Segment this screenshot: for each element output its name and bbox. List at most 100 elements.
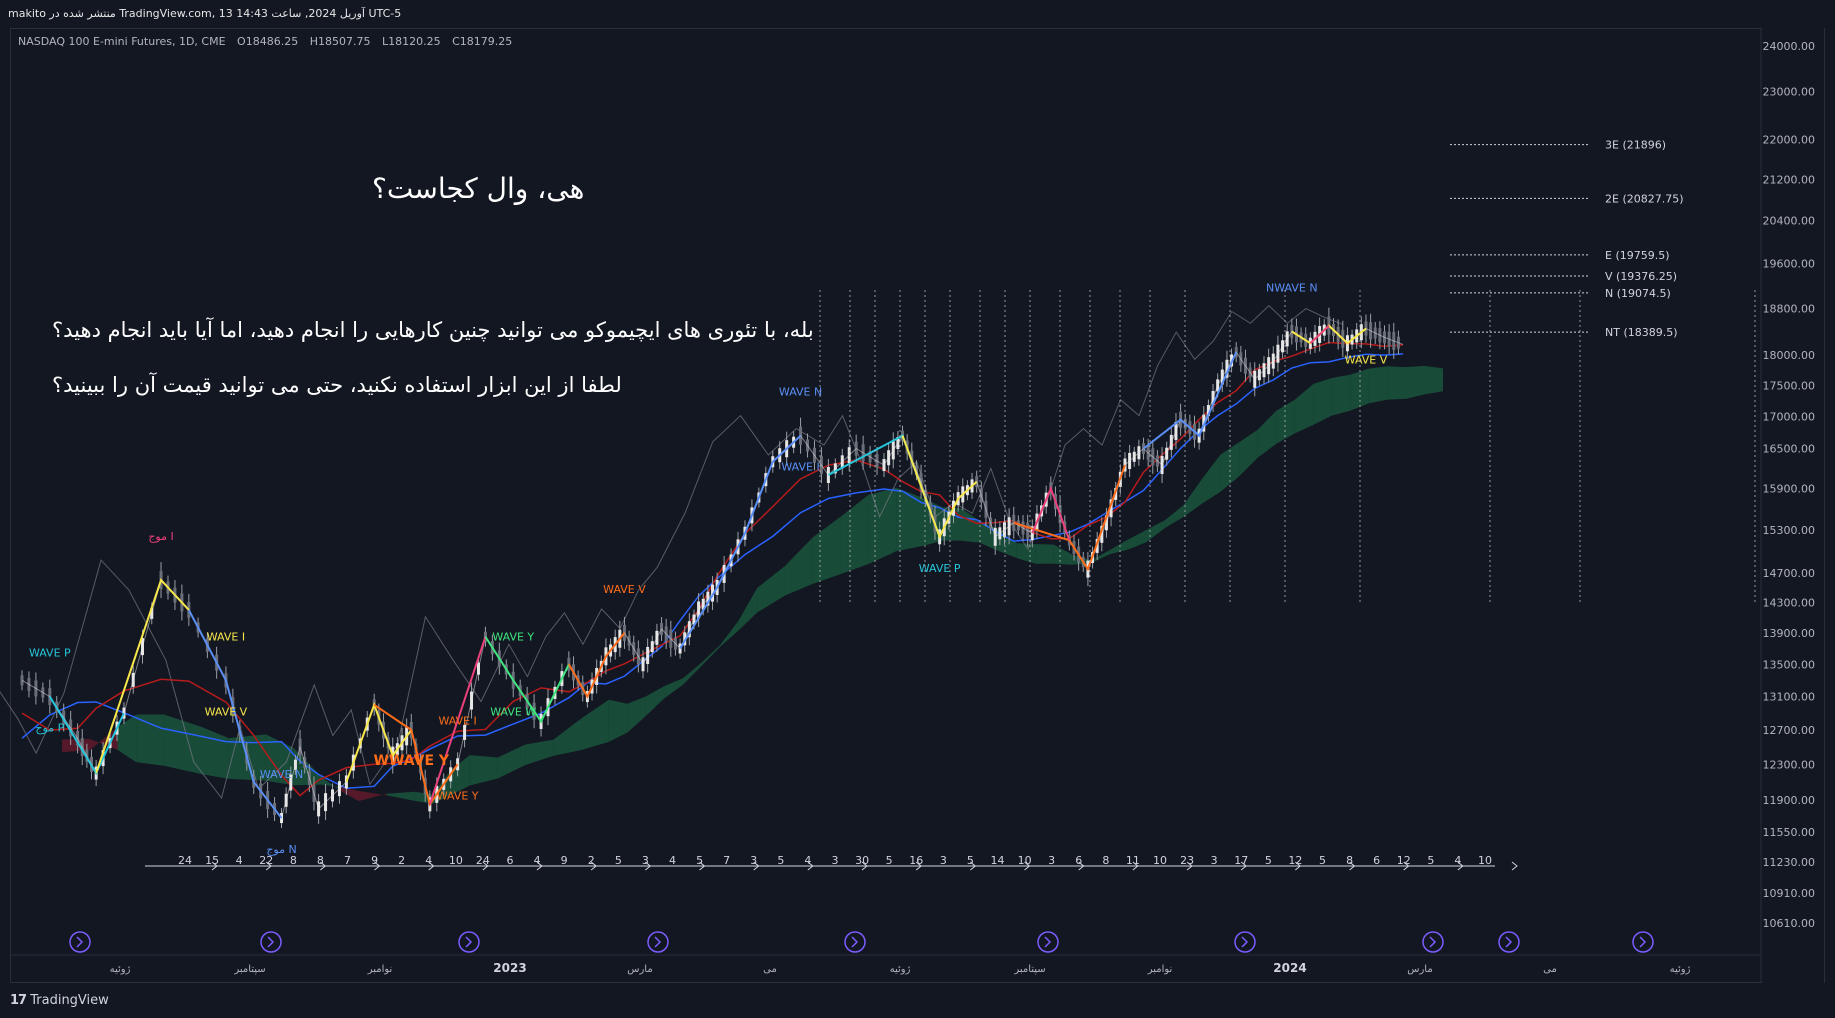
chart-pane[interactable] [10,28,1825,983]
cycle-count-label: 4 [534,854,541,867]
y-tick-label: 16500.00 [1763,443,1816,456]
wave-label: WWAVE Y [374,753,450,769]
event-arrow-icon [1429,936,1437,948]
cycle-count-label: 23 [1180,854,1194,867]
cycle-count-label: 9 [561,854,568,867]
y-tick-label: 20400.00 [1763,215,1816,228]
overlay-line-2: لطفا از این ابزار استفاده نکنید، حتی می … [52,373,622,397]
y-tick-label: 19600.00 [1763,258,1816,271]
ichimoku-cloud-segment [812,516,841,584]
ichimoku-cloud-segment [961,508,980,543]
ichimoku-cloud-segment [469,755,498,786]
cycle-count-label: 3 [832,854,839,867]
event-marker-icon [1037,931,1059,953]
ichimoku-cloud-segment [89,726,118,751]
cycle-count-label: 6 [1373,854,1380,867]
wave-label: NWAVE N [1266,282,1318,295]
ichimoku-cloud-segment [1035,544,1054,564]
ichimoku-cloud-segment [720,620,739,647]
ichimoku-cloud-segment [1164,505,1184,528]
ichimoku-cloud-segment [1202,454,1221,504]
ichimoku-cloud-segment [1016,543,1036,564]
ichimoku-cloud-segment [1127,529,1147,550]
wave-label: WAVE V [205,705,248,718]
wave-zigzag [901,435,978,540]
event-arrow-icon [654,936,662,948]
cycle-count-label: 3 [750,854,757,867]
chevron-right-icon [915,861,922,871]
ichimoku-cloud-segment [358,790,387,802]
cycle-count-label: 5 [777,854,784,867]
wave-label: موج P [35,722,64,735]
chevron-right-icon [861,861,868,871]
event-arrow-icon [1241,936,1249,948]
ichimoku-cloud-segment [1424,365,1444,395]
tenkan-line [21,341,1404,797]
symbol-legend: NASDAQ 100 E-mini Futures, 1D, CME O1848… [18,35,512,48]
cycle-count-label: 12 [1288,854,1302,867]
x-tick-label: می [1543,964,1557,975]
ichimoku-cloud-segment [1257,410,1277,458]
symbol-name: NASDAQ 100 E-mini Futures, 1D, CME [18,35,226,48]
y-tick-label: 13500.00 [1763,658,1816,671]
cycle-count-label: 8 [290,854,297,867]
event-arrow-icon [1639,936,1647,948]
wave-label: WAVE Y [437,789,479,802]
y-tick-label: 18000.00 [1763,349,1816,362]
x-tick-label: سپتامبر [233,964,265,975]
cycle-count-label: 8 [317,854,324,867]
ichimoku-cloud-segment [683,662,702,685]
cycle-count-label: 10 [449,854,463,867]
reference-level-label: N (19074.5) [1605,287,1671,300]
reference-level-label: E (19759.5) [1605,249,1670,262]
wave-zigzag [484,636,570,724]
chevron-right-icon [428,861,435,871]
chevron-right-icon [1186,861,1193,871]
cycle-count-label: 6 [1075,854,1082,867]
chevron-right-icon [645,861,652,871]
ichimoku-cloud-segment [868,487,897,565]
brand-label: TradingView [30,993,109,1008]
y-tick-label: 15300.00 [1763,524,1816,537]
tradingview-logo[interactable]: 17 TradingView [10,993,109,1008]
y-tick-label: 11550.00 [1763,826,1816,839]
cycle-count-label: 4 [669,854,676,867]
chevron-right-icon [1349,861,1356,871]
chevron-right-icon [1511,861,1518,871]
ichimoku-cloud-segment [1053,544,1073,565]
cycle-count-label: 14 [991,854,1005,867]
chevron-right-icon [1132,861,1139,871]
cycle-count-label: 5 [1427,854,1434,867]
chevron-right-icon [320,861,327,871]
wave-label: WAVE P [29,647,71,660]
event-marker-icon [1498,931,1520,953]
ichimoku-cloud-segment [1387,366,1406,400]
ichimoku-cloud-segment [497,744,526,779]
event-arrow-icon [1505,936,1513,948]
y-tick-label: 21200.00 [1763,173,1816,186]
event-marker-icon [647,931,669,953]
x-tick-label: سپتامبر [1013,964,1045,975]
chevron-right-icon [1024,861,1031,871]
x-tick-label: نوامبر [1147,964,1173,975]
ichimoku-cloud-segment [553,718,582,756]
chevron-right-icon [807,861,814,871]
cycle-count-label: 5 [886,854,893,867]
cycle-count-label: 7 [723,854,730,867]
cycle-count-label: 17 [1234,854,1248,867]
chevron-right-icon [374,861,381,871]
cycle-count-label: 4 [236,854,243,867]
y-tick-label: 12700.00 [1763,724,1816,737]
chevron-right-icon [753,861,760,871]
ichimoku-cloud-segment [321,776,341,791]
ichimoku-cloud-segment [608,699,628,742]
ichimoku-cloud-segment [1109,539,1128,555]
cycle-count-label: 3 [1211,854,1218,867]
cycle-count-label: 5 [696,854,703,867]
event-marker-icon [844,931,866,953]
cycle-count-label: 24 [178,854,192,867]
y-tick-label: 11900.00 [1763,794,1816,807]
wave-label: WAVE V [603,583,646,596]
event-arrow-icon [1044,936,1052,948]
